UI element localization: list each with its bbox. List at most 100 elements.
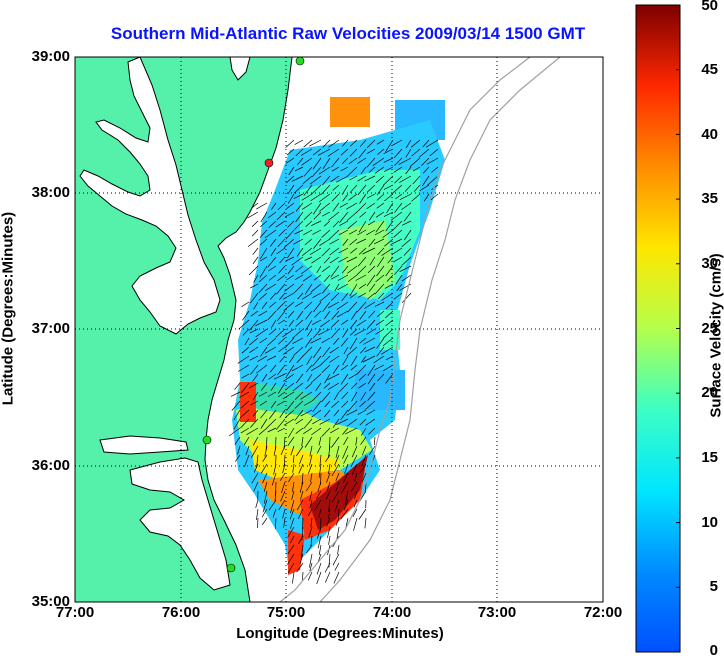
velocity-arrow bbox=[382, 328, 394, 339]
velocity-arrow bbox=[323, 382, 331, 389]
velocity-arrow bbox=[401, 274, 412, 282]
velocity-arrow bbox=[341, 319, 349, 325]
velocity-arrow bbox=[247, 238, 259, 247]
velocity-arrow bbox=[392, 220, 403, 231]
velocity-arrow bbox=[276, 400, 286, 406]
velocity-arrow bbox=[376, 310, 385, 318]
velocity-arrow bbox=[292, 481, 295, 492]
colorbar-tick-label: 25 bbox=[701, 320, 718, 337]
velocity-arrow bbox=[240, 427, 250, 434]
velocity-arrow bbox=[322, 346, 331, 358]
velocity-arrow bbox=[312, 148, 322, 156]
velocity-arrow bbox=[321, 337, 331, 344]
velocity-arrow bbox=[359, 490, 367, 502]
velocity-arrow bbox=[295, 418, 304, 425]
velocity-arrow bbox=[277, 274, 286, 282]
velocity-arrow bbox=[265, 346, 277, 354]
velocity-arrow bbox=[310, 283, 322, 293]
velocity-arrow bbox=[321, 247, 331, 257]
velocity-arrow bbox=[319, 418, 331, 425]
velocity-arrow bbox=[253, 274, 259, 283]
velocity-arrow bbox=[259, 229, 268, 238]
velocity-arrow bbox=[267, 391, 277, 397]
velocity-arrow bbox=[362, 337, 376, 345]
velocity-arrow bbox=[292, 571, 295, 584]
velocity-arrow bbox=[342, 445, 349, 459]
velocity-arrow bbox=[384, 283, 394, 289]
velocity-arrow bbox=[278, 265, 286, 274]
velocity-arrow bbox=[359, 310, 367, 320]
velocity-arrow bbox=[239, 409, 250, 419]
velocity-arrow bbox=[401, 220, 412, 226]
velocity-arrow bbox=[288, 166, 295, 176]
velocity-arrow bbox=[367, 292, 376, 300]
velocity-arrow bbox=[401, 238, 412, 248]
velocity-arrow bbox=[345, 427, 358, 435]
velocity-arrow bbox=[302, 517, 304, 530]
velocity-arrow bbox=[284, 409, 295, 419]
velocity-arrow bbox=[283, 454, 286, 466]
velocity-arrow bbox=[297, 292, 304, 300]
velocity-arrow bbox=[422, 139, 430, 148]
velocity-arrow bbox=[332, 202, 340, 212]
velocity-arrow bbox=[317, 481, 322, 492]
velocity-arrow bbox=[284, 337, 295, 349]
velocity-arrow bbox=[292, 382, 304, 392]
velocity-arrow bbox=[368, 238, 376, 247]
velocity-arrow bbox=[375, 319, 385, 326]
velocity-arrow bbox=[376, 184, 385, 196]
velocity-arrow bbox=[329, 238, 340, 245]
velocity-arrow bbox=[336, 175, 349, 183]
velocity-arrow bbox=[282, 328, 295, 338]
velocity-arrow bbox=[349, 229, 358, 235]
velocity-arrow bbox=[296, 562, 304, 573]
velocity-arrow bbox=[295, 274, 304, 280]
velocity-arrow bbox=[350, 382, 358, 390]
velocity-arrow bbox=[431, 166, 439, 173]
velocity-arrow bbox=[360, 166, 367, 175]
velocity-arrow bbox=[303, 184, 313, 196]
velocity-arrow bbox=[295, 427, 304, 434]
velocity-arrow bbox=[248, 382, 259, 389]
velocity-arrow bbox=[360, 355, 367, 363]
velocity-arrow bbox=[287, 544, 295, 555]
velocity-arrow bbox=[259, 391, 268, 397]
velocity-arrow bbox=[304, 238, 313, 246]
velocity-arrow bbox=[267, 310, 277, 321]
velocity-arrow bbox=[331, 310, 340, 320]
velocity-arrow bbox=[306, 355, 313, 365]
velocity-arrow bbox=[299, 553, 304, 564]
velocity-arrow bbox=[296, 247, 304, 257]
velocity-arrow bbox=[271, 472, 277, 486]
velocity-arrow bbox=[312, 157, 322, 170]
velocity-arrow bbox=[303, 418, 313, 430]
velocity-arrow bbox=[256, 202, 268, 210]
velocity-arrow bbox=[238, 319, 250, 330]
velocity-arrow bbox=[250, 283, 259, 289]
velocity-arrow bbox=[383, 166, 394, 173]
velocity-arrow bbox=[375, 211, 385, 218]
velocity-arrow bbox=[256, 364, 268, 374]
velocity-arrow bbox=[300, 490, 304, 500]
x-axis-label: Longitude (Degrees:Minutes) bbox=[236, 625, 444, 642]
velocity-arrow bbox=[259, 265, 268, 278]
radar-site-marker bbox=[202, 435, 212, 445]
velocity-arrow bbox=[358, 220, 367, 233]
velocity-arrow bbox=[268, 220, 277, 228]
velocity-arrow bbox=[335, 481, 340, 492]
velocity-arrow bbox=[365, 418, 376, 426]
velocity-arrow bbox=[316, 490, 322, 499]
radar-site-marker bbox=[264, 158, 274, 168]
velocity-arrow bbox=[342, 355, 349, 366]
velocity-arrow bbox=[350, 481, 358, 492]
colorbar-tick-label: 45 bbox=[701, 61, 718, 78]
velocity-arrow bbox=[277, 310, 286, 322]
velocity-arrow bbox=[318, 508, 322, 519]
velocity-arrow bbox=[264, 229, 277, 239]
velocity-arrow bbox=[374, 166, 385, 174]
velocity-arrow bbox=[289, 508, 295, 520]
velocity-arrow bbox=[298, 463, 304, 474]
velocity-arrow bbox=[316, 445, 322, 454]
velocity-arrow bbox=[297, 508, 304, 519]
velocity-arrow bbox=[341, 292, 349, 302]
